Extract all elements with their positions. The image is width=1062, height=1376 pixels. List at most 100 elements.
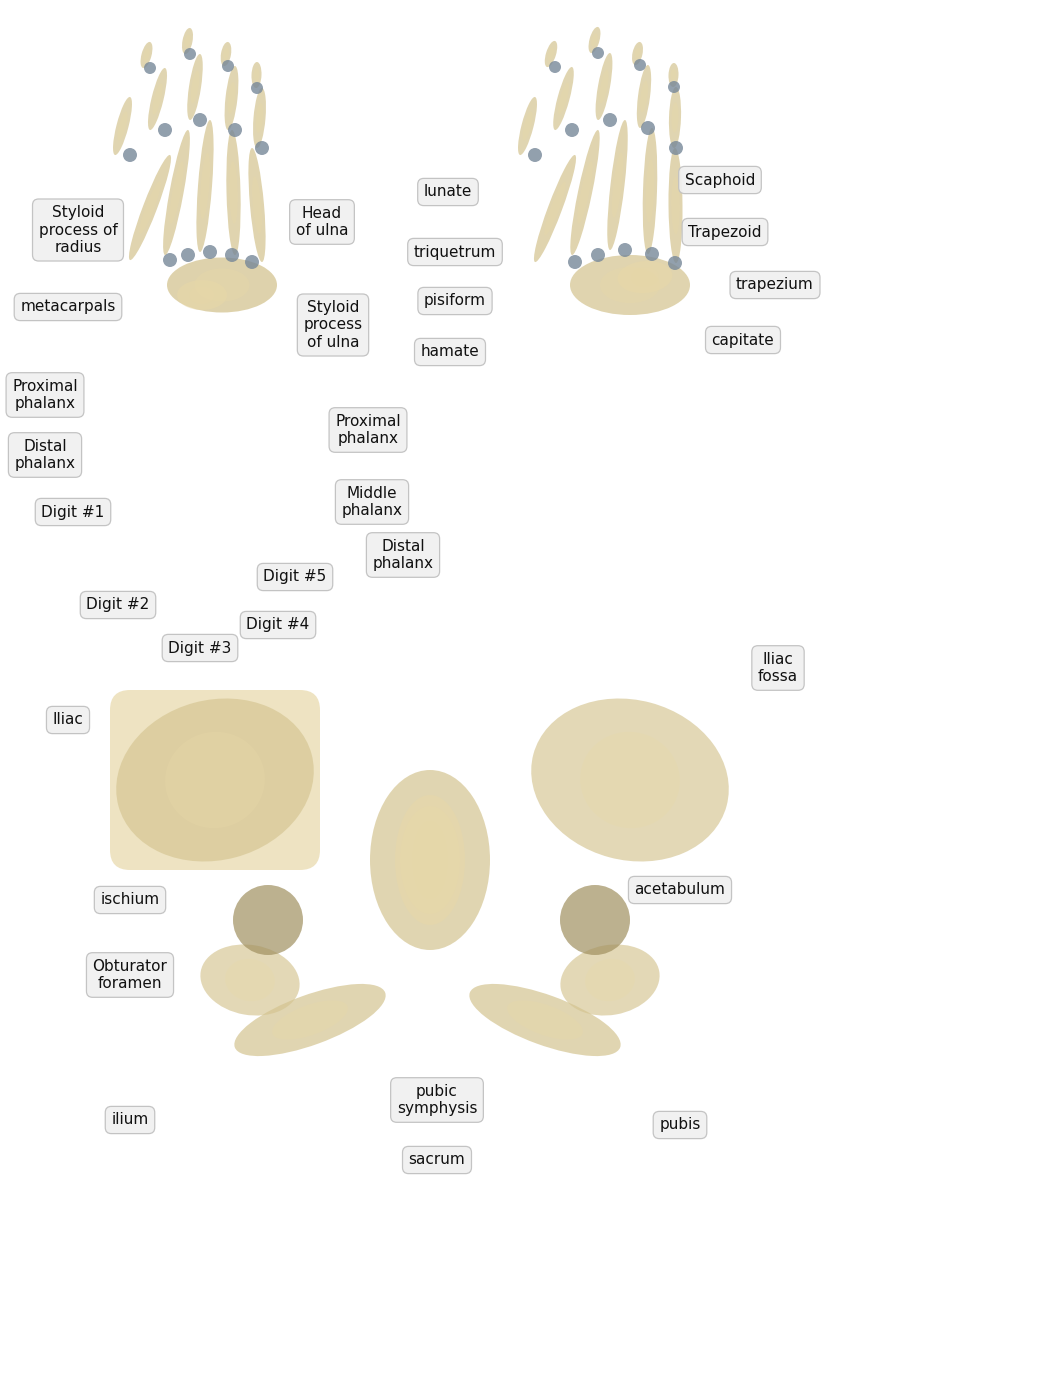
Ellipse shape xyxy=(235,984,386,1055)
Ellipse shape xyxy=(565,122,579,138)
Text: capitate: capitate xyxy=(712,333,774,348)
Text: Digit #2: Digit #2 xyxy=(86,597,150,612)
Ellipse shape xyxy=(592,47,604,59)
Ellipse shape xyxy=(634,59,646,72)
Ellipse shape xyxy=(580,732,680,828)
Ellipse shape xyxy=(370,771,490,949)
Ellipse shape xyxy=(631,267,658,286)
Ellipse shape xyxy=(641,121,655,135)
Ellipse shape xyxy=(668,81,680,94)
Ellipse shape xyxy=(395,795,465,925)
Text: ischium: ischium xyxy=(101,893,159,908)
Ellipse shape xyxy=(618,244,632,257)
Ellipse shape xyxy=(203,245,217,259)
Ellipse shape xyxy=(618,261,672,293)
Text: metacarpals: metacarpals xyxy=(20,300,116,315)
Ellipse shape xyxy=(252,62,261,88)
Ellipse shape xyxy=(561,944,660,1015)
Ellipse shape xyxy=(668,256,682,270)
Text: trapezium: trapezium xyxy=(736,278,813,293)
Ellipse shape xyxy=(272,1000,348,1040)
Ellipse shape xyxy=(531,699,729,861)
Ellipse shape xyxy=(177,279,227,310)
Ellipse shape xyxy=(252,176,262,234)
Text: Scaphoid: Scaphoid xyxy=(685,172,755,187)
Ellipse shape xyxy=(544,182,566,235)
Ellipse shape xyxy=(534,155,576,261)
Ellipse shape xyxy=(669,140,683,155)
Text: lunate: lunate xyxy=(424,184,473,200)
Ellipse shape xyxy=(670,69,676,81)
Text: triquetrum: triquetrum xyxy=(414,245,496,260)
Ellipse shape xyxy=(116,699,313,861)
Text: Iliac
fossa: Iliac fossa xyxy=(758,652,798,684)
Ellipse shape xyxy=(191,70,200,103)
Ellipse shape xyxy=(143,48,150,62)
Ellipse shape xyxy=(118,111,127,140)
Text: Digit #5: Digit #5 xyxy=(263,570,327,585)
Ellipse shape xyxy=(671,176,680,234)
Ellipse shape xyxy=(600,267,660,303)
Ellipse shape xyxy=(194,268,250,301)
Ellipse shape xyxy=(222,61,234,72)
Ellipse shape xyxy=(245,255,259,268)
Ellipse shape xyxy=(634,48,640,59)
Ellipse shape xyxy=(182,28,193,54)
Ellipse shape xyxy=(123,149,137,162)
Ellipse shape xyxy=(668,149,683,263)
Ellipse shape xyxy=(553,67,573,131)
Ellipse shape xyxy=(603,113,617,127)
Ellipse shape xyxy=(253,88,266,149)
Ellipse shape xyxy=(590,248,605,261)
Ellipse shape xyxy=(645,248,660,261)
Ellipse shape xyxy=(523,111,533,140)
Ellipse shape xyxy=(129,155,171,260)
Ellipse shape xyxy=(669,87,681,149)
Ellipse shape xyxy=(400,806,460,914)
Ellipse shape xyxy=(548,47,554,61)
Ellipse shape xyxy=(256,103,263,133)
Ellipse shape xyxy=(632,41,643,65)
Ellipse shape xyxy=(193,113,207,127)
Ellipse shape xyxy=(251,83,263,94)
Text: Styloid
process of
radius: Styloid process of radius xyxy=(38,205,118,255)
Ellipse shape xyxy=(196,120,213,252)
Ellipse shape xyxy=(228,122,242,138)
Ellipse shape xyxy=(226,129,241,255)
Text: Middle
phalanx: Middle phalanx xyxy=(342,486,402,519)
Ellipse shape xyxy=(201,944,299,1015)
Text: hamate: hamate xyxy=(421,344,479,359)
Text: Distal
phalanx: Distal phalanx xyxy=(373,539,433,571)
Text: Head
of ulna: Head of ulna xyxy=(295,206,348,238)
Ellipse shape xyxy=(113,96,132,155)
Ellipse shape xyxy=(671,102,679,132)
Ellipse shape xyxy=(640,81,648,113)
Ellipse shape xyxy=(568,255,582,268)
Ellipse shape xyxy=(181,248,195,261)
Ellipse shape xyxy=(152,84,162,114)
Ellipse shape xyxy=(225,248,239,261)
Ellipse shape xyxy=(167,257,277,312)
Ellipse shape xyxy=(558,83,569,114)
Ellipse shape xyxy=(249,149,266,261)
Ellipse shape xyxy=(229,161,238,224)
Ellipse shape xyxy=(170,161,184,224)
Ellipse shape xyxy=(164,129,190,255)
Ellipse shape xyxy=(255,140,269,155)
Ellipse shape xyxy=(528,149,542,162)
Ellipse shape xyxy=(560,885,630,955)
Ellipse shape xyxy=(588,28,600,54)
Text: Obturator
foramen: Obturator foramen xyxy=(92,959,168,991)
Ellipse shape xyxy=(185,34,191,48)
Ellipse shape xyxy=(585,959,635,1002)
Ellipse shape xyxy=(469,984,620,1055)
Text: Digit #4: Digit #4 xyxy=(246,618,310,633)
Text: Distal
phalanx: Distal phalanx xyxy=(15,439,75,471)
Ellipse shape xyxy=(596,54,613,120)
Ellipse shape xyxy=(187,54,203,120)
Ellipse shape xyxy=(507,1000,583,1040)
Ellipse shape xyxy=(189,286,215,304)
Text: ilium: ilium xyxy=(112,1113,149,1127)
Ellipse shape xyxy=(545,41,558,67)
Ellipse shape xyxy=(224,66,238,129)
